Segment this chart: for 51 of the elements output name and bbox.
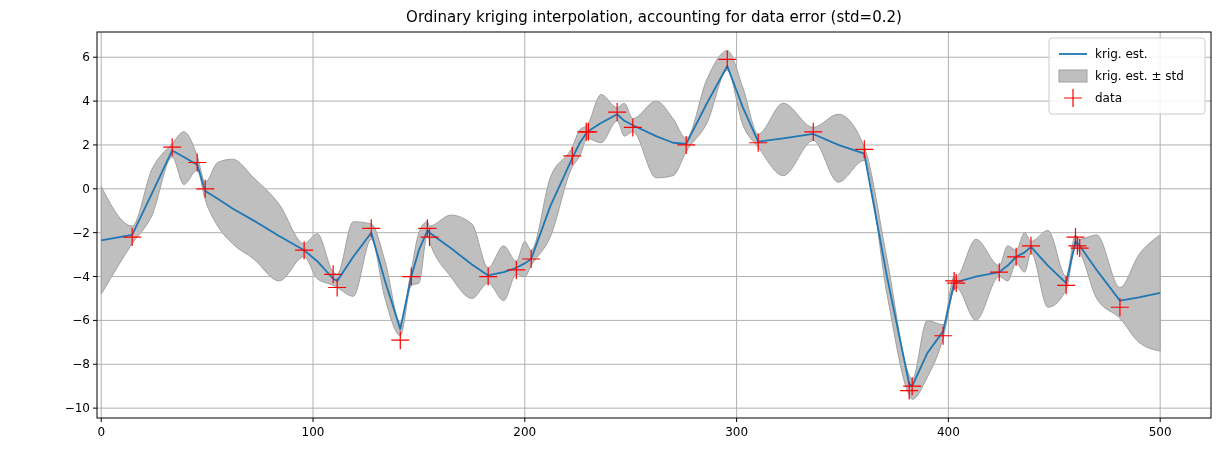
point xyxy=(122,227,142,247)
point xyxy=(854,139,874,159)
y-tick-label: 4 xyxy=(82,94,90,109)
point xyxy=(162,137,182,157)
point xyxy=(187,152,207,173)
point xyxy=(401,266,421,287)
point xyxy=(748,133,768,153)
point xyxy=(899,380,919,401)
y-tick-label: −6 xyxy=(72,313,90,328)
point xyxy=(478,266,498,287)
point xyxy=(327,277,347,298)
point xyxy=(294,240,314,260)
y-tick-label: 6 xyxy=(82,50,90,65)
point xyxy=(390,330,410,350)
point xyxy=(195,179,215,199)
point xyxy=(1110,297,1130,317)
point xyxy=(933,326,953,346)
y-tick-label: −10 xyxy=(64,401,90,416)
legend-label: data xyxy=(1095,91,1123,105)
point xyxy=(623,117,643,137)
point xyxy=(989,262,1009,282)
x-tick-label: 300 xyxy=(725,425,749,439)
point xyxy=(607,102,627,122)
annotation: krig. est. ± std xyxy=(1095,69,1184,83)
point xyxy=(803,122,823,142)
point xyxy=(361,218,381,238)
point xyxy=(506,260,526,280)
point xyxy=(902,376,922,396)
point xyxy=(419,227,440,247)
chart-title: Ordinary kriging interpolation, accounting for data error (std=0.2) xyxy=(406,8,902,26)
x-tick-label: 200 xyxy=(513,425,537,439)
point xyxy=(1065,227,1086,247)
y-tick-label: −2 xyxy=(72,225,90,240)
point xyxy=(417,218,437,238)
point xyxy=(562,146,582,166)
point xyxy=(717,49,737,70)
x-tick-label: 400 xyxy=(936,425,960,439)
x-tick-label: 100 xyxy=(301,425,325,439)
y-tick-label: −8 xyxy=(72,357,90,372)
point xyxy=(1021,236,1041,256)
point xyxy=(676,135,696,155)
legend-label: krig. est. xyxy=(1095,47,1148,61)
x-tick-label: 500 xyxy=(1148,425,1172,439)
point xyxy=(1006,247,1026,267)
point xyxy=(1056,275,1076,295)
y-tick-label: −4 xyxy=(72,269,90,284)
y-tick-label: 2 xyxy=(82,137,90,152)
point xyxy=(323,264,343,284)
x-tick-label: 0 xyxy=(97,425,106,439)
point xyxy=(521,249,541,269)
y-tick-label: 0 xyxy=(82,181,90,196)
